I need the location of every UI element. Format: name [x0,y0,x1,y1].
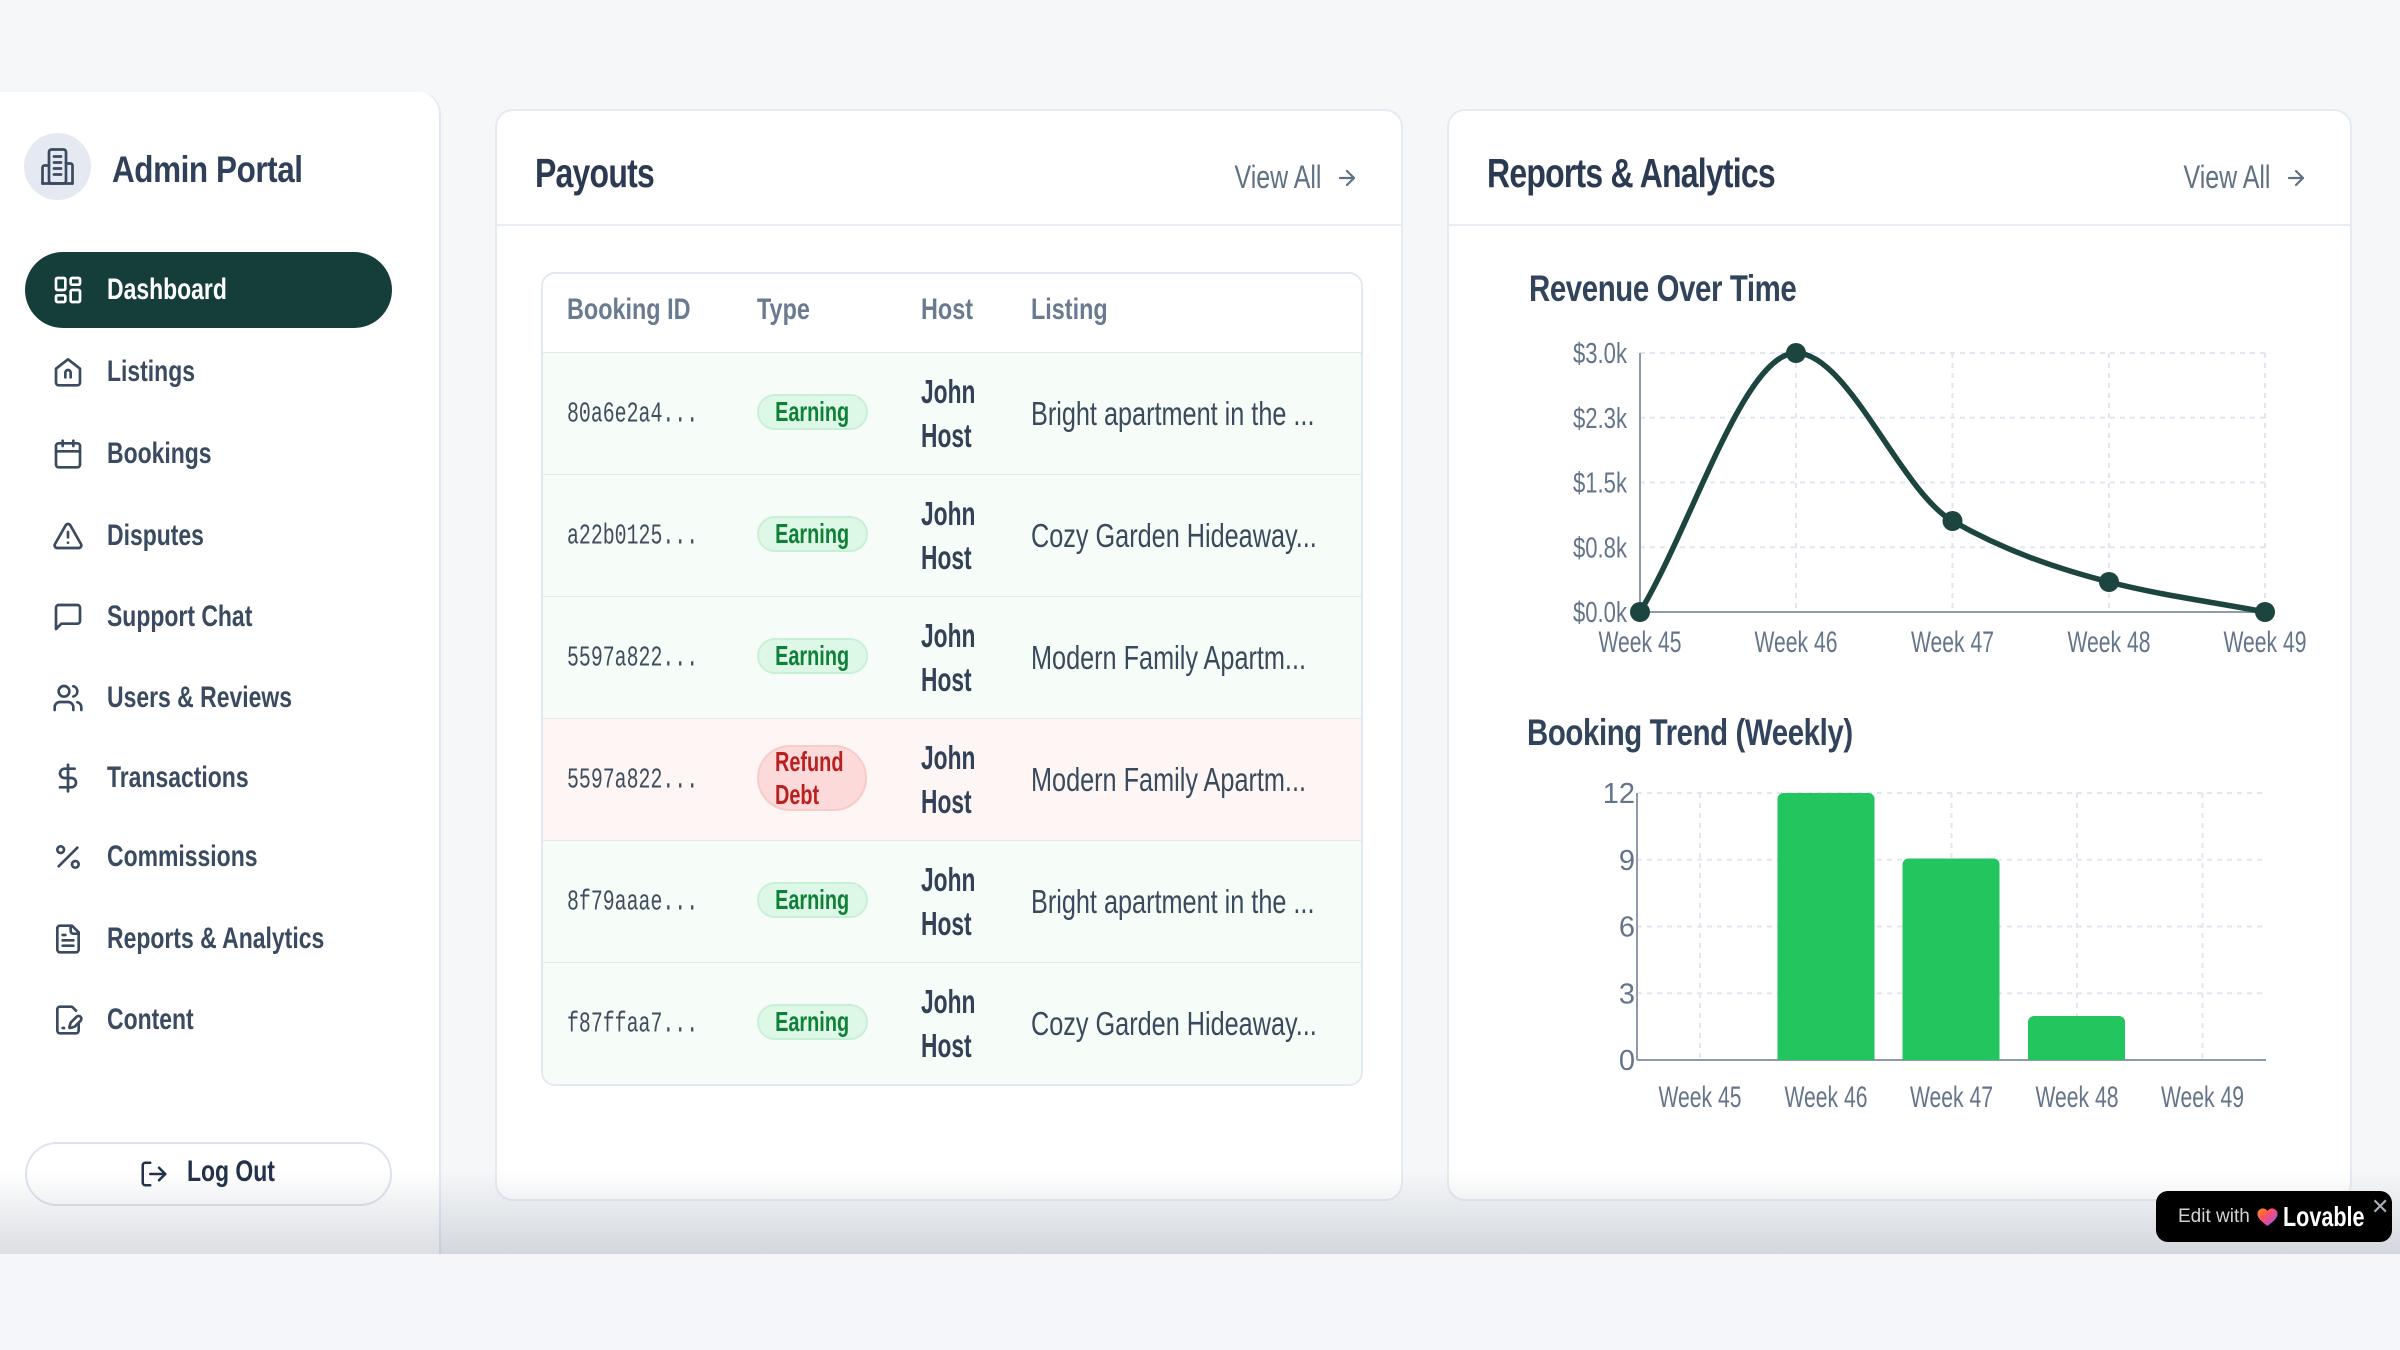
svg-text:$2.3k: $2.3k [1573,403,1627,435]
svg-text:$0.0k: $0.0k [1573,597,1627,629]
svg-text:$0.8k: $0.8k [1573,532,1627,564]
svg-text:Week 48: Week 48 [2036,1081,2119,1114]
svg-text:Week 45: Week 45 [1659,1081,1742,1114]
svg-text:12: 12 [1603,778,1635,810]
svg-text:9: 9 [1619,845,1635,877]
svg-text:Week 49: Week 49 [2161,1081,2244,1114]
svg-text:$1.5k: $1.5k [1573,468,1627,500]
svg-text:Week 45: Week 45 [1599,626,1682,659]
svg-text:Week 46: Week 46 [1755,626,1838,659]
svg-text:Week 48: Week 48 [2068,626,2151,659]
svg-text:6: 6 [1619,912,1635,944]
svg-text:3: 3 [1619,978,1635,1010]
svg-text:Week 46: Week 46 [1785,1081,1868,1114]
svg-text:Week 47: Week 47 [1910,1081,1993,1114]
svg-text:$3.0k: $3.0k [1573,338,1627,370]
svg-text:0: 0 [1619,1045,1635,1077]
svg-text:Week 49: Week 49 [2224,626,2307,659]
svg-text:Week 47: Week 47 [1911,626,1994,659]
